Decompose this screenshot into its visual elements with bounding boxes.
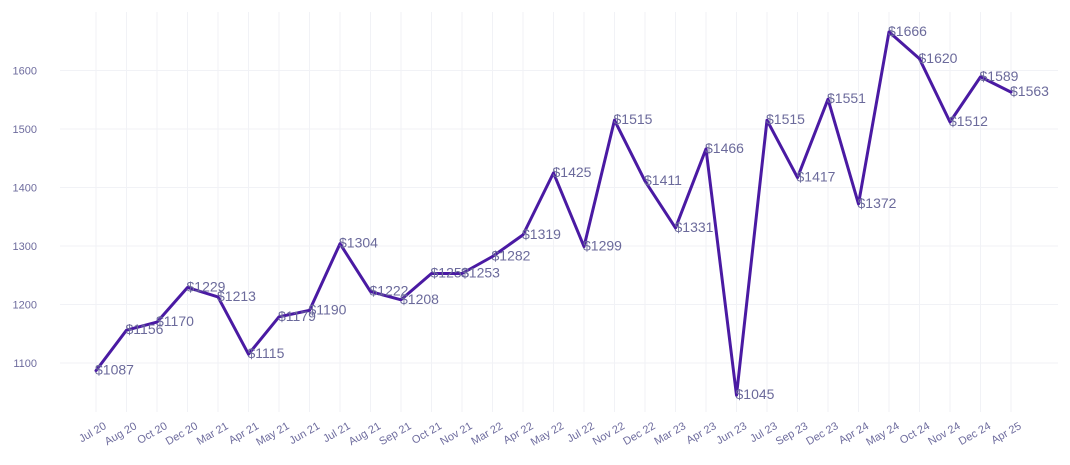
x-tick-label: Mar 21 [195, 420, 231, 448]
x-tick-label: Oct 20 [135, 420, 169, 447]
data-label: $1589 [980, 68, 1019, 84]
x-tick-label: Apr 23 [684, 420, 718, 447]
y-tick-label: 1200 [13, 300, 37, 312]
vertical-gridlines [95, 12, 1012, 412]
x-tick-label: Jun 21 [287, 420, 322, 447]
y-tick-label: 1300 [13, 241, 37, 253]
data-label: $1222 [370, 283, 409, 299]
data-label: $1515 [614, 111, 653, 127]
x-tick-label: Jul 21 [321, 420, 352, 445]
x-tick-label: Oct 24 [898, 420, 932, 447]
data-label: $1229 [187, 279, 226, 295]
data-label: $1666 [888, 23, 927, 39]
x-tick-label: Jul 20 [77, 420, 108, 445]
x-tick-label: May 22 [529, 420, 566, 448]
y-tick-label: 1400 [13, 183, 37, 195]
x-tick-label: Nov 21 [438, 420, 474, 448]
x-tick-label: Sep 23 [774, 420, 810, 448]
data-label: $1213 [217, 288, 256, 304]
x-tick-label: Sep 21 [377, 420, 413, 448]
data-label: $1087 [95, 362, 134, 378]
data-label: $1304 [339, 235, 378, 251]
data-label: $1331 [675, 219, 714, 235]
x-tick-label: Jul 22 [565, 420, 596, 445]
data-label: $1512 [949, 113, 988, 129]
data-label: $1551 [827, 90, 866, 106]
data-label: $1515 [766, 111, 805, 127]
horizontal-gridlines [60, 70, 1058, 364]
x-tick-label: Dec 23 [804, 420, 840, 448]
data-label: $1620 [919, 50, 958, 66]
data-label: $1253 [461, 264, 500, 280]
x-tick-label: Nov 24 [926, 420, 962, 448]
data-label: $1411 [644, 172, 682, 188]
data-label: $1170 [156, 313, 194, 329]
y-axis: 1100 1200 1300 1400 1500 1600 [13, 66, 37, 371]
x-tick-label: Dec 24 [957, 420, 993, 448]
data-label: $1417 [797, 169, 836, 185]
x-tick-label: Aug 20 [103, 420, 139, 448]
data-label: $1282 [492, 248, 531, 264]
data-label: $1179 [278, 308, 316, 324]
data-label: $1190 [309, 301, 347, 317]
data-label: $1563 [1010, 83, 1049, 99]
x-tick-label: May 24 [864, 420, 901, 448]
x-tick-label: Dec 20 [164, 420, 200, 448]
x-tick-label: Jul 23 [748, 420, 779, 445]
data-labels: $1087 $1156$1170 $1229$1213 $1115 $1179$1190… [95, 23, 1049, 402]
x-tick-label: Aug 21 [347, 420, 383, 448]
x-tick-label: Mar 23 [652, 420, 688, 448]
data-label: $1372 [858, 195, 897, 211]
y-tick-label: 1500 [13, 124, 37, 136]
x-tick-label: Apr 25 [989, 420, 1023, 447]
y-tick-label: 1100 [13, 358, 37, 370]
data-label: $1115 [248, 345, 285, 361]
x-tick-label: Nov 22 [591, 420, 627, 448]
data-label: $1299 [583, 238, 622, 254]
x-tick-label: Jun 23 [714, 420, 749, 447]
data-label: $1208 [400, 291, 439, 307]
price-series-line [94, 30, 1013, 397]
data-label: $1466 [705, 140, 744, 156]
x-tick-label: Mar 22 [469, 420, 505, 448]
data-label: $1045 [736, 386, 775, 402]
y-tick-label: 1600 [13, 66, 37, 78]
data-label: $1425 [553, 164, 592, 180]
x-tick-label: Dec 22 [621, 420, 657, 448]
x-tick-label: Oct 21 [410, 420, 444, 447]
data-label: $1253 [431, 264, 470, 280]
data-label: $1319 [522, 226, 561, 242]
x-tick-label: May 21 [254, 420, 291, 448]
data-label: $1156 [126, 321, 164, 337]
